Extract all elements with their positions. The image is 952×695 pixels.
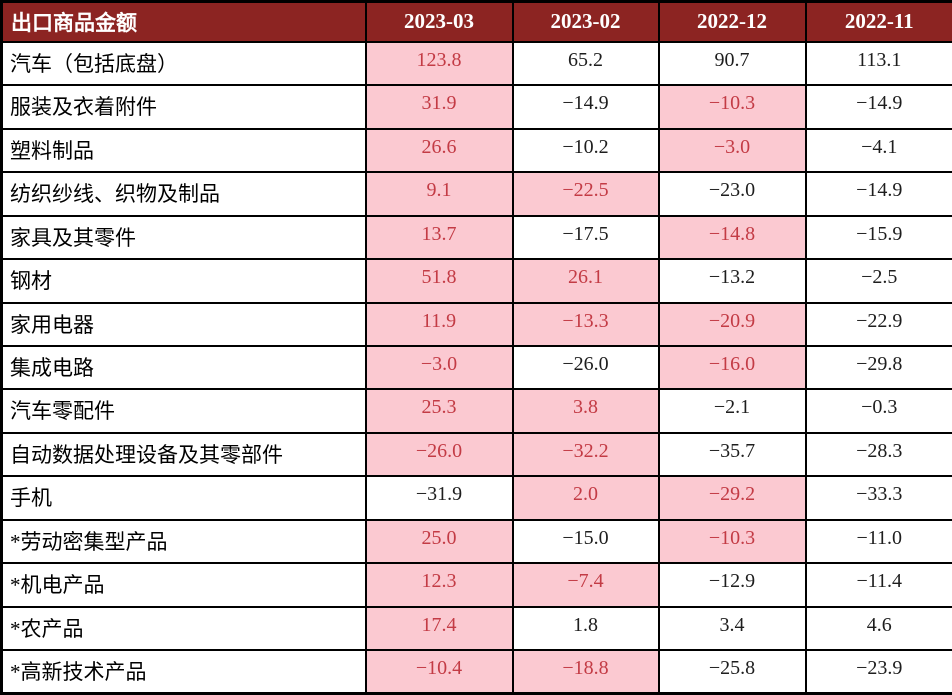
- value-cell: −29.2: [657, 475, 807, 521]
- row-label: 家用电器: [0, 301, 367, 347]
- value-cell: −22.9: [804, 301, 952, 347]
- table-row: 服装及衣着附件 31.9 −14.9 −10.3 −14.9: [0, 84, 952, 130]
- value-cell: −3.0: [657, 127, 807, 174]
- value-cell: −16.0: [657, 344, 807, 391]
- value-cell: 1.8: [511, 605, 660, 652]
- value-cell: 17.4: [364, 605, 514, 652]
- table-row: *劳动密集型产品 25.0 −15.0 −10.3 −11.0: [0, 518, 952, 565]
- value-cell: −2.1: [657, 388, 807, 434]
- column-header-2023-03: 2023-03: [364, 0, 514, 43]
- table-row: 手机 −31.9 2.0 −29.2 −33.3: [0, 475, 952, 521]
- value-cell: −14.8: [657, 214, 807, 261]
- value-cell: −13.3: [511, 301, 660, 347]
- value-cell: 25.3: [364, 388, 514, 434]
- value-cell: −25.8: [657, 649, 807, 695]
- value-cell: −23.9: [804, 649, 952, 695]
- value-cell: −18.8: [511, 649, 660, 695]
- value-cell: 113.1: [804, 40, 952, 87]
- value-cell: −14.9: [511, 84, 660, 130]
- value-cell: −14.9: [804, 171, 952, 217]
- table-row: 家用电器 11.9 −13.3 −20.9 −22.9: [0, 301, 952, 347]
- table-row: 家具及其零件 13.7 −17.5 −14.8 −15.9: [0, 214, 952, 261]
- table-row: 纺织纱线、织物及制品 9.1 −22.5 −23.0 −14.9: [0, 171, 952, 217]
- value-cell: −12.9: [657, 562, 807, 608]
- value-cell: −23.0: [657, 171, 807, 217]
- value-cell: −14.9: [804, 84, 952, 130]
- row-label: 服装及衣着附件: [0, 84, 367, 130]
- row-label: *高新技术产品: [0, 649, 367, 695]
- value-cell: −31.9: [364, 475, 514, 521]
- column-header-2022-12: 2022-12: [657, 0, 807, 43]
- value-cell: −28.3: [804, 431, 952, 478]
- table-row: *高新技术产品 −10.4 −18.8 −25.8 −23.9: [0, 649, 952, 695]
- table-row: 汽车零配件 25.3 3.8 −2.1 −0.3: [0, 388, 952, 434]
- value-cell: −10.3: [657, 84, 807, 130]
- value-cell: 11.9: [364, 301, 514, 347]
- value-cell: 13.7: [364, 214, 514, 261]
- row-label: 家具及其零件: [0, 214, 367, 261]
- table-row: *机电产品 12.3 −7.4 −12.9 −11.4: [0, 562, 952, 608]
- value-cell: −13.2: [657, 258, 807, 304]
- value-cell: −11.0: [804, 518, 952, 565]
- value-cell: −15.9: [804, 214, 952, 261]
- value-cell: 2.0: [511, 475, 660, 521]
- value-cell: −3.0: [364, 344, 514, 391]
- row-label: 汽车零配件: [0, 388, 367, 434]
- value-cell: 26.1: [511, 258, 660, 304]
- table-row: 汽车（包括底盘） 123.8 65.2 90.7 113.1: [0, 40, 952, 87]
- value-cell: 4.6: [804, 605, 952, 652]
- value-cell: −2.5: [804, 258, 952, 304]
- value-cell: −20.9: [657, 301, 807, 347]
- value-cell: 26.6: [364, 127, 514, 174]
- value-cell: −10.4: [364, 649, 514, 695]
- value-cell: −10.3: [657, 518, 807, 565]
- table-title: 出口商品金额: [0, 0, 367, 43]
- row-label: 纺织纱线、织物及制品: [0, 171, 367, 217]
- value-cell: −26.0: [364, 431, 514, 478]
- value-cell: −22.5: [511, 171, 660, 217]
- value-cell: −7.4: [511, 562, 660, 608]
- table-row: 集成电路 −3.0 −26.0 −16.0 −29.8: [0, 344, 952, 391]
- row-label: 汽车（包括底盘）: [0, 40, 367, 87]
- row-label: 自动数据处理设备及其零部件: [0, 431, 367, 478]
- value-cell: 25.0: [364, 518, 514, 565]
- table-row: 塑料制品 26.6 −10.2 −3.0 −4.1: [0, 127, 952, 174]
- value-cell: −32.2: [511, 431, 660, 478]
- table-row: 自动数据处理设备及其零部件 −26.0 −32.2 −35.7 −28.3: [0, 431, 952, 478]
- value-cell: −35.7: [657, 431, 807, 478]
- value-cell: 3.4: [657, 605, 807, 652]
- column-header-2023-02: 2023-02: [511, 0, 660, 43]
- table-row: *农产品 17.4 1.8 3.4 4.6: [0, 605, 952, 652]
- value-cell: −15.0: [511, 518, 660, 565]
- value-cell: 65.2: [511, 40, 660, 87]
- value-cell: 12.3: [364, 562, 514, 608]
- table-row: 钢材 51.8 26.1 −13.2 −2.5: [0, 258, 952, 304]
- value-cell: −26.0: [511, 344, 660, 391]
- row-label: 集成电路: [0, 344, 367, 391]
- row-label: *机电产品: [0, 562, 367, 608]
- value-cell: −29.8: [804, 344, 952, 391]
- value-cell: −17.5: [511, 214, 660, 261]
- value-cell: 31.9: [364, 84, 514, 130]
- value-cell: −11.4: [804, 562, 952, 608]
- row-label: *劳动密集型产品: [0, 518, 367, 565]
- value-cell: −10.2: [511, 127, 660, 174]
- value-cell: −0.3: [804, 388, 952, 434]
- value-cell: 123.8: [364, 40, 514, 87]
- value-cell: −4.1: [804, 127, 952, 174]
- value-cell: −33.3: [804, 475, 952, 521]
- row-label: 钢材: [0, 258, 367, 304]
- row-label: 塑料制品: [0, 127, 367, 174]
- value-cell: 9.1: [364, 171, 514, 217]
- value-cell: 90.7: [657, 40, 807, 87]
- value-cell: 3.8: [511, 388, 660, 434]
- value-cell: 51.8: [364, 258, 514, 304]
- row-label: 手机: [0, 475, 367, 521]
- column-header-2022-11: 2022-11: [804, 0, 952, 43]
- header-row: 出口商品金额 2023-03 2023-02 2022-12 2022-11: [0, 0, 952, 43]
- row-label: *农产品: [0, 605, 367, 652]
